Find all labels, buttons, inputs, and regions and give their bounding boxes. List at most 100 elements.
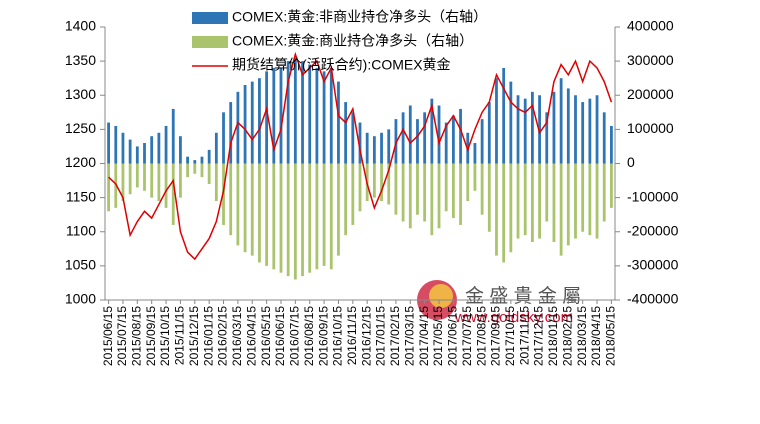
y-tick-label: 1250 [65,120,96,136]
bar [351,163,355,225]
bar [322,163,326,266]
bar [574,95,577,164]
x-tick-label: 2015/09/15 [144,306,158,366]
bar [200,156,204,164]
x-tick-label: 2018/02/15 [560,306,574,366]
bar [552,163,556,242]
x-tick-label: 2016/01/15 [201,306,215,366]
bar [186,156,190,164]
bar [408,105,412,164]
bar [451,163,455,219]
bar [437,163,441,229]
bar [566,88,570,164]
bar [538,95,541,164]
bar [459,163,462,225]
bar [265,163,269,266]
bar [114,125,118,164]
bar [315,67,319,164]
bar [207,163,211,184]
x-tick-label: 2016/02/15 [216,306,230,366]
x-tick-label: 2015/12/15 [187,306,201,366]
bar [171,108,175,164]
bar [380,163,383,202]
bar [473,143,477,164]
x-tick-label: 2016/11/15 [345,306,359,365]
x-tick-label: 2016/03/15 [230,306,244,366]
bar [114,163,118,208]
bar [135,163,139,188]
x-tick-label: 2017/06/15 [446,306,460,366]
bar [545,112,549,164]
bar [243,163,247,253]
x-tick-label: 2016/09/15 [316,306,330,366]
bar [150,136,154,164]
bar [250,163,254,256]
bar [186,163,190,178]
bar [480,163,484,215]
bar [143,143,146,164]
x-tick-label: 2018/03/15 [575,306,589,366]
legend-label: COMEX:黄金:商业持仓净多头（右轴） [232,33,473,49]
x-tick-label: 2017/10/15 [503,306,517,366]
bar [466,163,470,202]
bar [423,163,427,222]
bar [394,163,398,215]
y-tick-label: 1200 [65,154,96,170]
bar [107,122,110,164]
bar [588,163,592,236]
y-tick-label: 1400 [65,18,96,34]
bar [480,119,484,164]
y2-tick-label: -400000 [627,291,679,307]
x-tick-label: 2017/09/15 [489,306,503,366]
bar [229,102,233,164]
bar [581,102,585,164]
bar [387,129,391,164]
legend-label: COMEX:黄金:非商业持仓净多头（右轴） [232,9,487,25]
watermark-url: www.goldsky.com [454,309,573,326]
y2-tick-label: 400000 [627,18,674,34]
bar [574,163,577,239]
bar [164,163,168,208]
bar [258,163,261,263]
bar [293,163,297,280]
bar [179,163,182,198]
bar [272,163,276,270]
bar [387,163,391,205]
bar [157,132,161,164]
bar [322,71,326,164]
bar [214,132,218,164]
x-tick-label: 2017/05/15 [431,306,445,366]
y-tick-label: 1350 [65,52,96,68]
bar [538,163,541,239]
bar [150,163,154,198]
bar [107,163,110,212]
y2-tick-label: 200000 [627,86,674,102]
bar [329,67,333,164]
bar [121,132,125,164]
bar [487,102,491,164]
legend-swatch [192,12,228,24]
bar [401,112,405,164]
x-tick-label: 2015/06/15 [101,306,115,366]
bar [351,112,355,164]
watermark-logo-inner [429,284,453,308]
bar [437,105,441,164]
x-tick-label: 2018/05/15 [604,306,618,366]
bar [207,149,211,164]
bar [358,122,362,164]
bar [595,163,599,239]
bar [308,64,312,164]
y2-tick-label: -300000 [627,257,679,273]
bar [416,119,419,164]
bar [459,108,462,164]
y-tick-label: 1050 [65,257,96,273]
x-tick-label: 2017/12/15 [532,306,546,366]
bar [530,91,534,164]
y2-tick-label: -200000 [627,222,679,238]
bar [179,136,182,164]
bar [444,163,448,212]
bar [552,91,556,164]
x-tick-label: 2017/01/15 [374,306,388,366]
y2-tick-label: 300000 [627,52,674,68]
bar [602,163,606,222]
